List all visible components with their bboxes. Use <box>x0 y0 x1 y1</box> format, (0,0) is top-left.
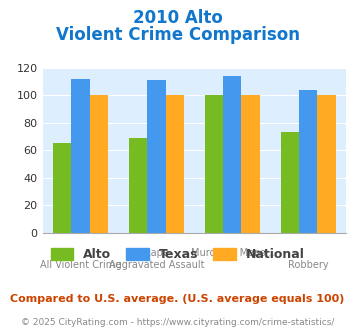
Bar <box>205 95 223 233</box>
Bar <box>317 95 335 233</box>
Bar <box>71 79 90 233</box>
Bar <box>129 138 147 233</box>
Text: Violent Crime Comparison: Violent Crime Comparison <box>55 26 300 44</box>
Bar <box>299 90 317 233</box>
Bar <box>165 95 184 233</box>
Bar <box>53 143 71 233</box>
Text: Aggravated Assault: Aggravated Assault <box>109 260 204 270</box>
Legend: Alto, Texas, National: Alto, Texas, National <box>45 243 310 266</box>
Text: 2010 Alto: 2010 Alto <box>132 9 223 27</box>
Text: Compared to U.S. average. (U.S. average equals 100): Compared to U.S. average. (U.S. average … <box>10 294 345 304</box>
Text: Murder & Mans...: Murder & Mans... <box>191 248 274 257</box>
Bar <box>281 132 299 233</box>
Bar <box>147 80 165 233</box>
Text: All Violent Crime: All Violent Crime <box>40 260 121 270</box>
Text: Robbery: Robbery <box>288 260 328 270</box>
Bar <box>223 76 241 233</box>
Bar <box>90 95 108 233</box>
Bar <box>241 95 260 233</box>
Text: Rape: Rape <box>144 248 169 257</box>
Text: © 2025 CityRating.com - https://www.cityrating.com/crime-statistics/: © 2025 CityRating.com - https://www.city… <box>21 318 334 327</box>
